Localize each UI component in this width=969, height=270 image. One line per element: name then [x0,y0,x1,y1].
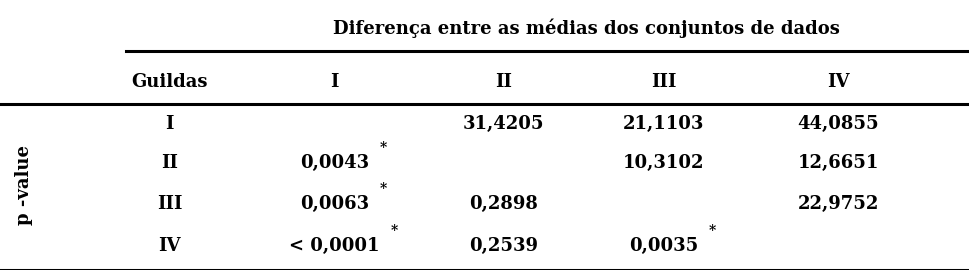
Text: I: I [330,73,338,91]
Text: IV: IV [158,237,181,255]
Text: 0,2539: 0,2539 [469,237,539,255]
Text: 22,9752: 22,9752 [797,195,879,213]
Text: 0,0063: 0,0063 [299,195,369,213]
Text: 31,4205: 31,4205 [463,115,545,133]
Text: 44,0855: 44,0855 [797,115,879,133]
Text: 21,1103: 21,1103 [623,115,704,133]
Text: 10,3102: 10,3102 [623,154,704,172]
Text: III: III [157,195,182,213]
Text: < 0,0001: < 0,0001 [289,237,380,255]
Text: I: I [166,115,173,133]
Text: IV: IV [827,73,850,91]
Text: Guildas: Guildas [132,73,207,91]
Text: II: II [495,73,513,91]
Text: Diferença entre as médias dos conjuntos de dados: Diferença entre as médias dos conjuntos … [332,19,840,38]
Text: II: II [161,154,178,172]
Text: 12,6651: 12,6651 [797,154,879,172]
Text: 0,0035: 0,0035 [629,237,699,255]
Text: p -value: p -value [16,145,33,225]
Text: 0,2898: 0,2898 [469,195,539,213]
Text: III: III [651,73,676,91]
Text: 0,0043: 0,0043 [299,154,369,172]
Text: *: * [380,182,387,196]
Text: *: * [709,224,716,238]
Text: *: * [391,224,398,238]
Text: *: * [380,141,387,156]
